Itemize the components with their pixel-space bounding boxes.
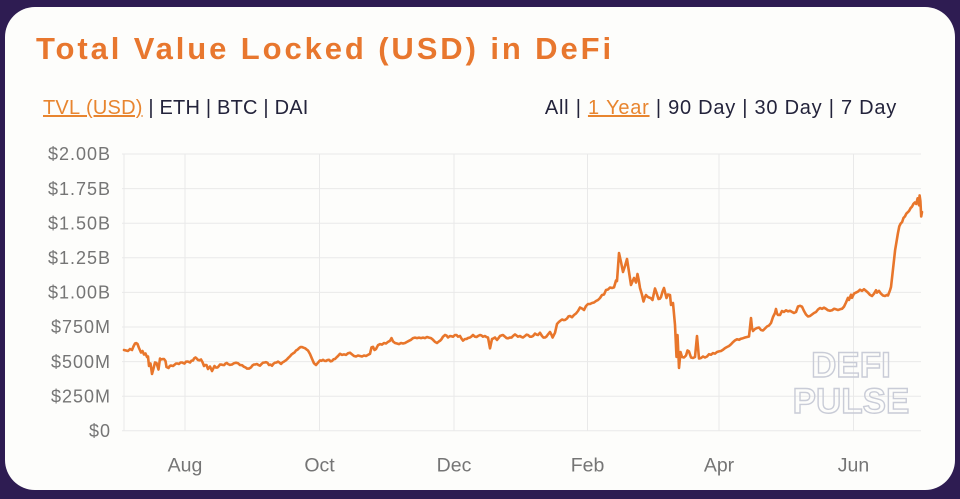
svg-text:$2.00B: $2.00B <box>48 144 111 164</box>
svg-text:Dec: Dec <box>437 455 472 477</box>
svg-text:$0: $0 <box>89 421 111 441</box>
svg-text:$750M: $750M <box>51 317 111 337</box>
svg-text:$1.75B: $1.75B <box>48 179 111 199</box>
svg-text:DEFI: DEFI <box>811 346 891 385</box>
svg-text:$1.25B: $1.25B <box>48 248 111 268</box>
svg-text:$1.50B: $1.50B <box>48 213 111 233</box>
svg-text:Oct: Oct <box>304 455 335 477</box>
svg-text:Feb: Feb <box>571 455 605 477</box>
svg-text:$1.00B: $1.00B <box>48 283 111 303</box>
svg-text:Apr: Apr <box>704 455 735 477</box>
svg-text:Aug: Aug <box>168 455 203 477</box>
svg-text:$500M: $500M <box>51 352 111 372</box>
svg-text:$250M: $250M <box>51 386 111 406</box>
svg-text:PULSE: PULSE <box>793 382 910 421</box>
svg-text:Jun: Jun <box>838 455 869 477</box>
